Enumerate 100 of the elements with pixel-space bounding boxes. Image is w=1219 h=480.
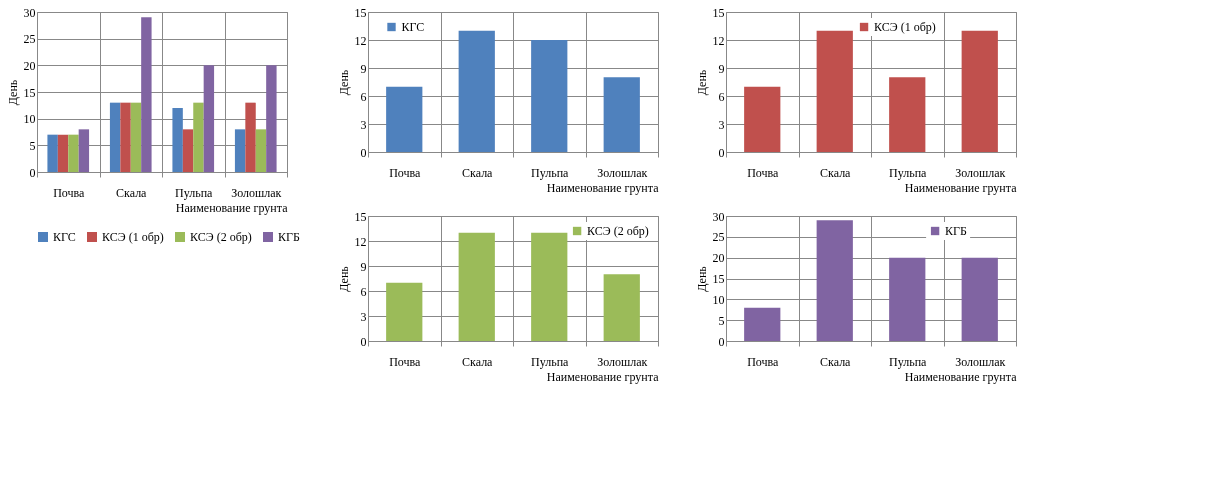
- bar: [141, 17, 152, 172]
- y-tick-label: 3: [718, 117, 725, 132]
- x-axis-title: Наименование грунта: [904, 180, 1018, 195]
- x-tick-label: Почва: [389, 354, 422, 369]
- y-tick-label: 15: [712, 272, 725, 286]
- bar: [78, 129, 90, 172]
- bar: [744, 86, 781, 152]
- bar: [245, 102, 256, 172]
- bar: [458, 30, 495, 152]
- y-axis-title: День: [5, 79, 20, 106]
- bar: [603, 274, 640, 341]
- y-tick-label: 25: [23, 32, 36, 47]
- legend-label: КГБ: [945, 224, 968, 238]
- legend-label: КСЭ (1 обр): [874, 20, 936, 34]
- legend-label: КСЭ (1 обр): [102, 230, 164, 244]
- bar: [816, 220, 853, 341]
- y-tick-label: 5: [718, 313, 725, 328]
- x-tick-label: Золошлак: [231, 185, 282, 200]
- legend-label: КГС: [401, 20, 425, 34]
- bar: [889, 77, 926, 152]
- y-tick-label: 3: [360, 117, 367, 132]
- x-axis-title: Наименование грунта: [546, 180, 660, 195]
- y-axis-title: День: [694, 69, 709, 96]
- y-tick-label: 0: [29, 165, 36, 180]
- y-tick-label: 30: [712, 209, 725, 224]
- x-tick-label: Золошлак: [955, 165, 1006, 180]
- bar: [531, 232, 568, 341]
- y-tick-label: 15: [23, 85, 36, 100]
- x-tick-label: Почва: [747, 165, 780, 180]
- bar: [961, 30, 998, 152]
- bar: [458, 232, 495, 341]
- y-axis-title: День: [336, 265, 351, 292]
- bar: [744, 307, 781, 341]
- bar: [531, 40, 568, 152]
- x-tick-label: Пульпа: [531, 165, 570, 180]
- y-tick-label: 3: [360, 309, 367, 324]
- x-tick-label: Скала: [116, 185, 148, 200]
- bar: [203, 65, 215, 172]
- x-tick-label: Пульпа: [889, 354, 928, 369]
- y-tick-label: 12: [712, 33, 725, 48]
- x-tick-label: Золошлак: [597, 165, 648, 180]
- legend-label: КСЭ (2 обр): [587, 224, 649, 238]
- legend-label: КСЭ (2 обр): [190, 230, 252, 244]
- bar: [68, 134, 79, 172]
- bar: [109, 102, 121, 172]
- bar: [57, 134, 69, 172]
- y-tick-label: 0: [360, 334, 367, 349]
- bar: [47, 134, 58, 172]
- y-tick-label: 9: [718, 61, 725, 76]
- y-axis-title: День: [336, 69, 351, 96]
- bar: [193, 102, 204, 172]
- x-tick-label: Золошлак: [955, 354, 1006, 369]
- bar: [234, 129, 246, 172]
- y-tick-label: 15: [712, 5, 725, 20]
- y-axis-title: День: [694, 265, 709, 292]
- x-axis-title: Наименование грунта: [546, 369, 660, 384]
- y-tick-label: 10: [23, 112, 36, 127]
- x-tick-label: Скала: [462, 354, 494, 369]
- bar: [182, 129, 194, 172]
- legend-label: КГС: [53, 230, 76, 244]
- y-tick-label: 15: [354, 209, 367, 224]
- y-tick-label: 0: [360, 145, 367, 160]
- bar: [120, 102, 131, 172]
- bar: [172, 108, 183, 172]
- y-tick-label: 25: [712, 230, 725, 245]
- y-tick-label: 12: [354, 33, 367, 48]
- x-tick-label: Почва: [747, 354, 780, 369]
- y-tick-label: 9: [360, 259, 367, 274]
- bar: [266, 65, 277, 172]
- bar: [386, 86, 423, 152]
- x-tick-label: Пульпа: [531, 354, 570, 369]
- y-tick-label: 6: [360, 89, 367, 104]
- x-axis-title: Наименование грунта: [904, 369, 1018, 384]
- y-tick-label: 5: [29, 138, 36, 153]
- bar: [816, 30, 853, 152]
- bar: [889, 257, 926, 341]
- x-tick-label: Почва: [389, 165, 422, 180]
- x-tick-label: Золошлак: [597, 354, 648, 369]
- y-tick-label: 9: [360, 61, 367, 76]
- bar: [961, 257, 998, 341]
- bar: [130, 102, 142, 172]
- y-tick-label: 0: [718, 145, 725, 160]
- bar: [255, 129, 267, 172]
- y-tick-label: 30: [23, 5, 36, 20]
- y-tick-label: 6: [718, 89, 725, 104]
- y-tick-label: 20: [712, 251, 725, 266]
- x-axis-title: Наименование грунта: [175, 200, 289, 215]
- x-tick-label: Пульпа: [175, 185, 214, 200]
- x-tick-label: Скала: [820, 354, 852, 369]
- legend-label: КГБ: [278, 230, 300, 244]
- bar: [386, 282, 423, 341]
- y-tick-label: 15: [354, 5, 367, 20]
- y-tick-label: 20: [23, 58, 36, 73]
- y-tick-label: 6: [360, 284, 367, 299]
- y-tick-label: 12: [354, 234, 367, 249]
- x-tick-label: Скала: [462, 165, 494, 180]
- y-tick-label: 10: [712, 292, 725, 307]
- bar: [603, 77, 640, 152]
- x-tick-label: Пульпа: [889, 165, 928, 180]
- x-tick-label: Скала: [820, 165, 852, 180]
